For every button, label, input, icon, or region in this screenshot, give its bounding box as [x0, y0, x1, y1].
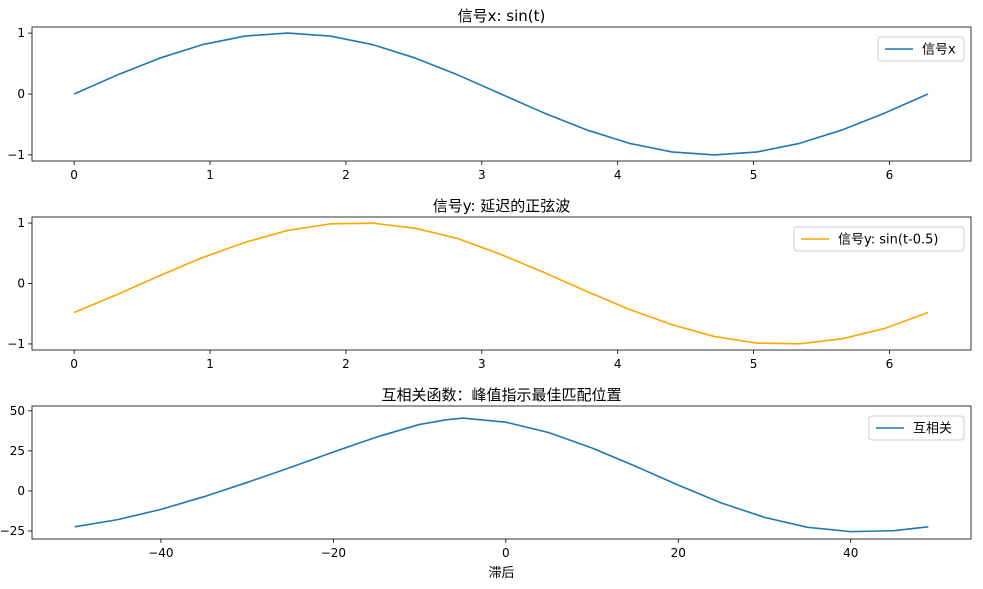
- y-tick-label: 25: [10, 444, 25, 458]
- y-tick-label: 0: [17, 484, 25, 498]
- legend: 信号x: [877, 36, 965, 62]
- y-tick-label: −1: [7, 148, 25, 162]
- chart-title: 互相关函数：峰值指示最佳匹配位置: [381, 386, 621, 404]
- subplot-3: 互相关函数：峰值指示最佳匹配位置 −40 −20 0 20 40 −25 0 25 50 滞后 互相关: [0, 386, 972, 581]
- x-tick-label: 40: [843, 546, 858, 560]
- plot-frame: [31, 405, 972, 540]
- x-tick-label: 0: [70, 168, 78, 182]
- x-tick-label: 5: [750, 357, 758, 371]
- x-tick-label: 4: [614, 168, 622, 182]
- x-tick-label: 4: [614, 357, 622, 371]
- y-tick-label: −25: [0, 524, 25, 538]
- y-tick-label: 50: [10, 404, 25, 418]
- legend-label: 互相关: [913, 422, 952, 437]
- x-tick-label: 6: [886, 357, 894, 371]
- subplot-2: 信号y: 延迟的正弦波 0 1 2 3 4 5 6 −1 0 1 信号y: sin(t-0.5): [7, 197, 972, 371]
- legend-box: [793, 226, 965, 252]
- x-tick-label: −40: [148, 546, 173, 560]
- x-tick-label: 3: [478, 168, 486, 182]
- legend: 信号y: sin(t-0.5): [793, 226, 965, 252]
- chart-title: 信号y: 延迟的正弦波: [433, 197, 571, 215]
- y-tick-label: 0: [17, 277, 25, 291]
- x-tick-label: 2: [342, 168, 350, 182]
- x-tick-label: −20: [321, 546, 346, 560]
- y-tick-label: 0: [17, 87, 25, 101]
- x-tick-label: 2: [342, 357, 350, 371]
- legend: 互相关: [868, 415, 965, 441]
- legend-box: [877, 36, 965, 62]
- y-tick-label: −1: [7, 337, 25, 351]
- series-line-1: [74, 417, 929, 533]
- x-tick-label: 1: [206, 357, 214, 371]
- legend-box: [868, 415, 965, 441]
- legend-label: 信号y: sin(t-0.5): [838, 233, 939, 248]
- x-tick-label: 6: [886, 168, 894, 182]
- x-tick-label: 3: [478, 357, 486, 371]
- chart-title: 信号x: sin(t): [458, 7, 546, 25]
- y-tick-label: 1: [17, 26, 25, 40]
- subplot-1: 信号x: sin(t) 0 1 2 3 4 5 6 −1 0 1 信号x: [7, 7, 972, 182]
- series-line-1: [73, 32, 929, 156]
- legend-label: 信号x: [922, 43, 956, 58]
- x-tick-label: 5: [750, 168, 758, 182]
- x-tick-label: 20: [671, 546, 686, 560]
- x-tick-label: 0: [70, 357, 78, 371]
- x-tick-label: 0: [502, 546, 510, 560]
- x-tick-label: 1: [206, 168, 214, 182]
- series-line-1: [73, 222, 929, 345]
- y-tick-label: 1: [17, 216, 25, 230]
- x-axis-label: 滞后: [488, 566, 514, 581]
